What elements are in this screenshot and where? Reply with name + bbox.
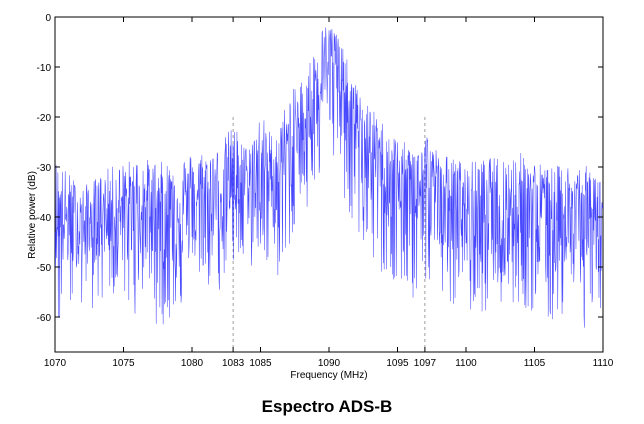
y-tick-label-0: 0	[45, 13, 51, 24]
x-tick-label-1080: 1080	[181, 358, 204, 369]
y-axis-label: Relative power (dB)	[27, 171, 38, 259]
y-tick-label--20: -20	[37, 113, 52, 124]
x-tick-label-1090: 1090	[318, 358, 341, 369]
y-tick-label--30: -30	[37, 163, 52, 174]
x-tick-label-1110: 1110	[593, 358, 614, 369]
y-tick-label--40: -40	[37, 213, 52, 224]
x-tick-label-1095: 1095	[386, 358, 409, 369]
x-tick-label-1100: 1100	[455, 358, 477, 369]
x-axis-label: Frequency (MHz)	[290, 370, 367, 381]
y-tick-label--50: -50	[37, 263, 52, 274]
y-tick-label--10: -10	[37, 63, 52, 74]
series-line-0	[54, 27, 604, 328]
x-tick-label-1085: 1085	[249, 358, 272, 369]
x-tick-label-1097: 1097	[414, 358, 437, 369]
series-layer	[54, 27, 604, 328]
x-tick-label-1075: 1075	[112, 358, 135, 369]
x-tick-label-1070: 1070	[44, 358, 67, 369]
chart-title: Espectro ADS-B	[261, 397, 393, 416]
y-tick-label--60: -60	[37, 313, 52, 324]
x-tick-label-1105: 1105	[524, 358, 546, 369]
x-tick-label-1083: 1083	[222, 358, 245, 369]
